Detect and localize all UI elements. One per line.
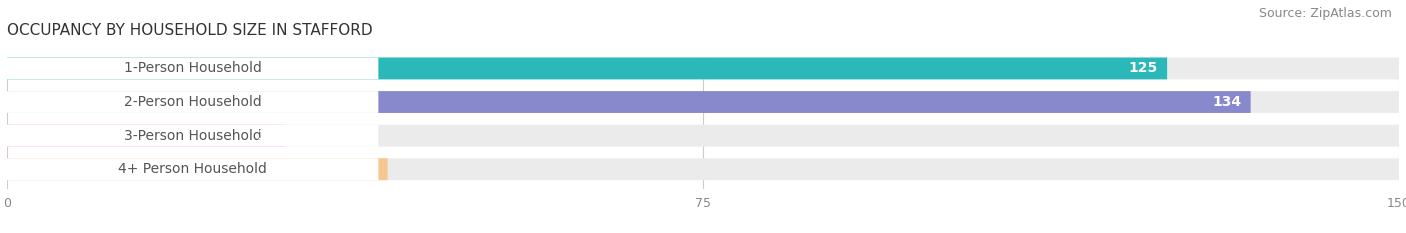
Text: 125: 125 [1129, 62, 1157, 75]
FancyBboxPatch shape [7, 125, 1399, 147]
Text: 1-Person Household: 1-Person Household [124, 62, 262, 75]
FancyBboxPatch shape [7, 58, 1167, 79]
FancyBboxPatch shape [7, 91, 1250, 113]
Text: 30: 30 [257, 129, 276, 143]
Text: 2-Person Household: 2-Person Household [124, 95, 262, 109]
FancyBboxPatch shape [7, 158, 1399, 180]
FancyBboxPatch shape [7, 158, 378, 180]
Text: Source: ZipAtlas.com: Source: ZipAtlas.com [1258, 7, 1392, 20]
FancyBboxPatch shape [7, 125, 285, 147]
Text: OCCUPANCY BY HOUSEHOLD SIZE IN STAFFORD: OCCUPANCY BY HOUSEHOLD SIZE IN STAFFORD [7, 24, 373, 38]
FancyBboxPatch shape [7, 58, 378, 79]
Text: 4+ Person Household: 4+ Person Household [118, 162, 267, 176]
FancyBboxPatch shape [7, 125, 378, 147]
Text: 134: 134 [1212, 95, 1241, 109]
Text: 41: 41 [359, 162, 378, 176]
FancyBboxPatch shape [7, 91, 1399, 113]
Text: 3-Person Household: 3-Person Household [124, 129, 262, 143]
FancyBboxPatch shape [7, 158, 388, 180]
FancyBboxPatch shape [7, 91, 378, 113]
FancyBboxPatch shape [7, 58, 1399, 79]
